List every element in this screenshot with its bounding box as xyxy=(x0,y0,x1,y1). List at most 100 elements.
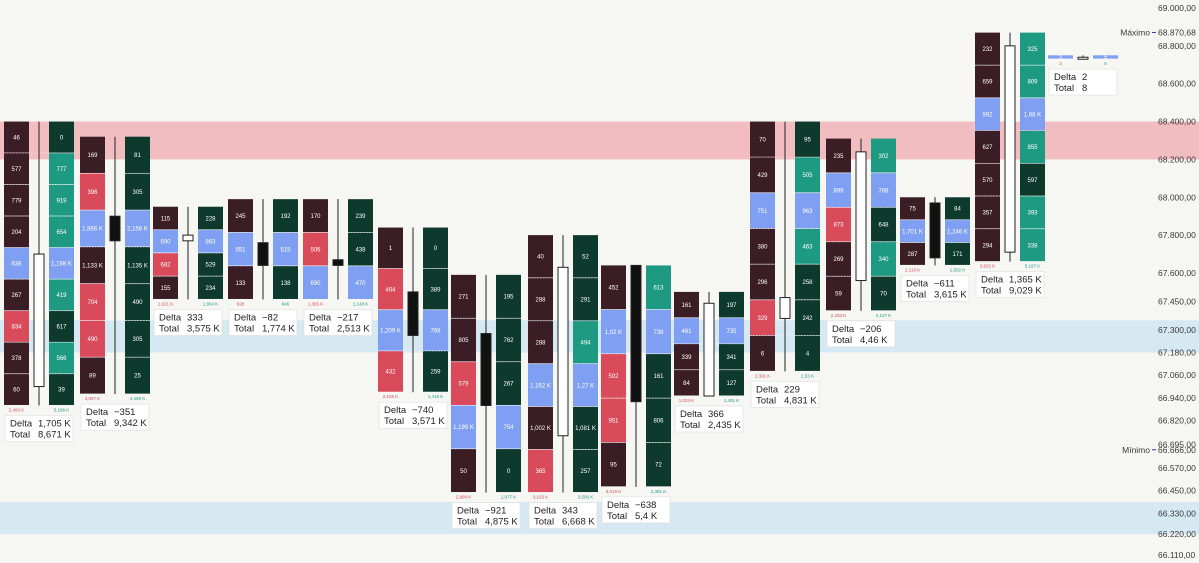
buy-cell xyxy=(49,373,74,405)
sell-cell xyxy=(750,335,775,371)
buy-volume-label: 305 xyxy=(132,190,143,196)
delta-label: Delta xyxy=(832,324,855,335)
sell-cell xyxy=(378,268,403,310)
footprint-bar-3: 245 192 551 515 133 138 928 846 Delta −82 Total 1,7… xyxy=(228,199,298,336)
buy-cell xyxy=(646,265,671,310)
buy-cell xyxy=(646,398,671,443)
sell-volume-label: 84 xyxy=(683,381,690,387)
total-value: 6,668 K xyxy=(562,517,595,528)
sell-volume-label: 1,866 K xyxy=(82,227,103,233)
buy-volume-label: 81 xyxy=(134,153,141,159)
delta-total-box xyxy=(4,415,74,442)
sell-volume-label: 502 xyxy=(608,374,619,380)
candle-body xyxy=(779,297,791,319)
sell-volume-label: 365 xyxy=(535,469,546,475)
sell-volume-label: 638 xyxy=(11,262,22,268)
buy-cell xyxy=(795,192,820,229)
sell-cell xyxy=(4,184,29,216)
buy-cell xyxy=(871,241,896,276)
buy-cell xyxy=(646,353,671,398)
buy-volume-label: 393 xyxy=(1027,211,1038,217)
buy-sum-label: 3,506 K xyxy=(578,495,594,500)
total-label: Total xyxy=(607,511,627,522)
buy-volume-label: 654 xyxy=(56,230,67,236)
sell-cell xyxy=(826,241,851,276)
total-value: 3,575 K xyxy=(187,323,220,334)
footprint-bar-8: 452 613 1,02 K 738 502 161 951 806 95 72 3,019 K 2,… xyxy=(601,264,671,524)
buy-cell xyxy=(719,317,744,344)
buy-volume-label: 768 xyxy=(878,188,889,194)
buy-sum-label: 1,401 K xyxy=(724,398,740,403)
delta-label: Delta xyxy=(10,418,33,429)
sell-cell xyxy=(975,130,1000,163)
buy-sum-label: 2,127 K xyxy=(876,313,892,318)
buy-volume-label: 234 xyxy=(205,286,216,292)
buy-cell xyxy=(423,351,448,392)
delta-total-box xyxy=(153,309,223,336)
buy-cell xyxy=(1020,130,1045,163)
footprint-bar-14: 3 5 3 5 Delta 2 Total 8 xyxy=(1048,55,1118,96)
delta-total-box xyxy=(900,275,970,302)
sell-cell xyxy=(601,309,626,354)
total-value: 8 xyxy=(1082,83,1087,94)
delta-value: −638 xyxy=(635,500,656,511)
sell-volume-label: 70 xyxy=(759,137,766,143)
sell-volume-label: 570 xyxy=(982,178,993,184)
y-tick-label: 66.450,00 xyxy=(1158,486,1196,496)
total-label: Total xyxy=(906,289,926,300)
price-axis: 69.000,00 68.870,68 68.800,00 68.600,00 68.4… xyxy=(1120,3,1196,560)
delta-value: −351 xyxy=(114,407,135,418)
footprint-bar-7: 40 52 288 291 288 494 1,162 K 1,27 K 1,002 K 1,08… xyxy=(528,235,598,529)
buy-volume-label: 138 xyxy=(280,281,291,287)
sell-volume-label: 296 xyxy=(757,280,768,286)
total-label: Total xyxy=(384,416,404,427)
sell-cell xyxy=(80,320,105,357)
sell-volume-label: 779 xyxy=(11,198,22,204)
buy-volume-label: 2,156 K xyxy=(127,227,148,233)
buy-volume-label: 341 xyxy=(726,355,737,361)
buy-sum-label: 846 xyxy=(282,301,290,306)
buy-cell xyxy=(871,138,896,173)
footprint-bar-1: 169 81 396 305 1,866 K 2,156 K 1,133 K 1,135 K 7… xyxy=(80,136,150,431)
sell-volume-label: 1,02 K xyxy=(605,330,622,336)
buy-volume-label: 0 xyxy=(60,135,64,141)
buy-cell xyxy=(795,335,820,371)
buy-sum-label: 1,502 K xyxy=(950,267,966,272)
sell-cell xyxy=(4,342,29,374)
sell-cell xyxy=(4,373,29,405)
buy-cell xyxy=(646,442,671,487)
sell-volume-label: 170 xyxy=(310,214,321,220)
buy-volume-label: 1,246 K xyxy=(947,229,968,235)
sell-volume-label: 1,133 K xyxy=(82,263,103,269)
buy-volume-label: 52 xyxy=(582,255,589,261)
sell-volume-label: 659 xyxy=(982,80,993,86)
buy-cell xyxy=(49,247,74,279)
delta-value: 1,705 K xyxy=(38,418,71,429)
sell-volume-label: 339 xyxy=(681,355,692,361)
sell-volume-label: 461 xyxy=(681,329,692,335)
candle-body xyxy=(332,259,344,266)
sell-volume-label: 951 xyxy=(608,418,619,424)
buy-volume-label: 0 xyxy=(507,469,511,475)
buy-cell xyxy=(795,264,820,300)
sell-volume-label: 873 xyxy=(833,223,844,229)
sell-volume-label: 1,162 K xyxy=(530,383,551,389)
total-value: 4,46 K xyxy=(860,335,888,346)
buy-volume-label: 617 xyxy=(56,325,67,331)
buy-sum-label: 2,53 K xyxy=(801,373,814,378)
sell-cell xyxy=(601,353,626,398)
buy-cell xyxy=(348,232,373,266)
buy-cell xyxy=(1020,98,1045,131)
footprint-bar-0: 46 0 577 777 779 919 204 654 638 1,198 K 267 419 834… xyxy=(4,121,74,442)
buy-cell xyxy=(49,342,74,374)
y-tick-label: 68.200,00 xyxy=(1158,154,1196,164)
sell-volume-label: 59 xyxy=(835,292,842,298)
sell-cell xyxy=(1048,55,1073,59)
buy-cell xyxy=(719,291,744,318)
buy-cell xyxy=(273,266,298,299)
sell-sum-label: 3,163 K xyxy=(533,495,549,500)
y-tick-label: 67.180,00 xyxy=(1158,347,1196,357)
buy-volume-label: 806 xyxy=(653,418,664,424)
buy-volume-label: 257 xyxy=(580,469,591,475)
